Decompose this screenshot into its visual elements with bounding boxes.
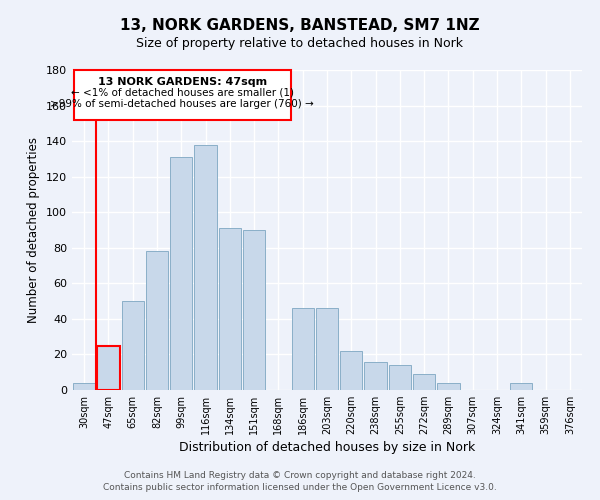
Bar [316,308,338,390]
Bar [122,301,144,390]
Bar [437,383,460,390]
Bar [340,351,362,390]
Bar [413,374,436,390]
Text: 13 NORK GARDENS: 47sqm: 13 NORK GARDENS: 47sqm [98,77,267,87]
Bar [292,308,314,390]
X-axis label: Distribution of detached houses by size in Nork: Distribution of detached houses by size … [179,442,475,454]
Bar [194,144,217,390]
Bar [389,365,411,390]
Bar [74,70,290,120]
Text: Contains public sector information licensed under the Open Government Licence v3: Contains public sector information licen… [103,484,497,492]
Bar [510,383,532,390]
Y-axis label: Number of detached properties: Number of detached properties [28,137,40,323]
Bar [97,346,119,390]
Bar [364,362,387,390]
Text: Contains HM Land Registry data © Crown copyright and database right 2024.: Contains HM Land Registry data © Crown c… [124,471,476,480]
Text: ← <1% of detached houses are smaller (1): ← <1% of detached houses are smaller (1) [71,88,294,98]
Text: >99% of semi-detached houses are larger (760) →: >99% of semi-detached houses are larger … [50,100,314,110]
Text: Size of property relative to detached houses in Nork: Size of property relative to detached ho… [137,38,464,51]
Bar [243,230,265,390]
Bar [170,157,193,390]
Bar [146,252,168,390]
Bar [218,228,241,390]
Bar [73,383,95,390]
Text: 13, NORK GARDENS, BANSTEAD, SM7 1NZ: 13, NORK GARDENS, BANSTEAD, SM7 1NZ [120,18,480,32]
